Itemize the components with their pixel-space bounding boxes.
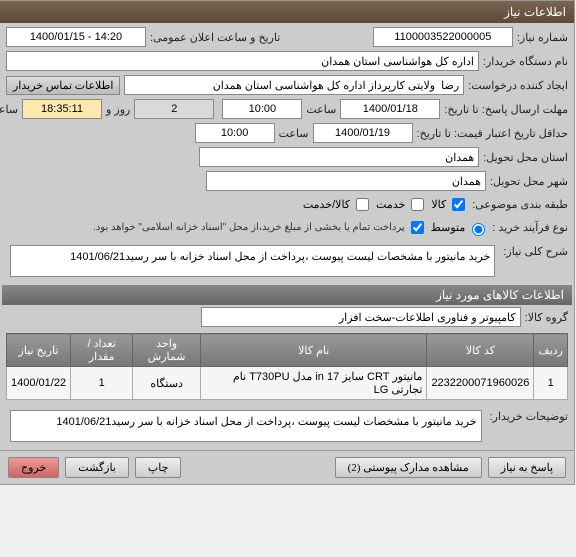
- service-chk-label: خدمت: [377, 198, 406, 211]
- label-budget: طبقه بندی موضوعی:: [473, 198, 569, 211]
- label-process: نوع فرآیند خرید :: [493, 221, 569, 234]
- th-unit: واحد شمارش: [134, 334, 202, 367]
- label-general-desc: شرح کلی نیاز:: [504, 241, 569, 258]
- label-announce: تاریخ و ساعت اعلان عمومی:: [151, 31, 281, 44]
- footer: پاسخ به نیاز مشاهده مدارک پیوستی (2) چاپ…: [1, 450, 575, 484]
- payment-checkbox[interactable]: [412, 221, 425, 234]
- gs-checkbox[interactable]: [357, 198, 370, 211]
- label-buyer-notes: توضیحات خریدار:: [491, 406, 569, 423]
- province-field: [200, 147, 480, 167]
- content: شماره نیاز: تاریخ و ساعت اعلان عمومی: نا…: [1, 23, 575, 450]
- countdown-field: [23, 99, 103, 119]
- process-radio-label: متوسط: [432, 221, 467, 234]
- goods-checkbox[interactable]: [453, 198, 466, 211]
- window-title: اطلاعات نیاز: [505, 5, 567, 19]
- label-time2: ساعت: [280, 127, 310, 140]
- buyer-org-field: [7, 51, 480, 71]
- need-no-field: [374, 27, 514, 47]
- service-checkbox[interactable]: [412, 198, 425, 211]
- th-row: ردیف: [535, 334, 569, 367]
- price-time-field: [196, 123, 276, 143]
- window: اطلاعات نیاز شماره نیاز: تاریخ و ساعت اع…: [0, 0, 576, 485]
- label-time1: ساعت: [307, 103, 337, 116]
- price-date-field: [314, 123, 414, 143]
- label-price-deadline: حداقل تاریخ اعتبار قیمت: تا تاریخ:: [418, 127, 569, 140]
- label-buyer-org: نام دستگاه خریدار:: [484, 55, 569, 68]
- general-desc-box: خرید مانیتور با مشخصات لیست پیوست ،پرداخ…: [11, 245, 496, 277]
- th-date: تاریخ نیاز: [8, 334, 72, 367]
- creator-field: [125, 75, 465, 95]
- cell-qty: 1: [72, 367, 134, 400]
- exit-button[interactable]: خروج: [9, 457, 60, 478]
- label-creator: ایجاد کننده درخواست:: [469, 79, 569, 92]
- th-code: کد کالا: [428, 334, 535, 367]
- reply-date-field: [341, 99, 441, 119]
- titlebar: اطلاعات نیاز: [1, 1, 575, 23]
- buyer-notes-box: خرید مانیتور با مشخصات لیست پیوست ،پرداخ…: [11, 410, 483, 442]
- goods-group-field: [202, 307, 522, 327]
- cell-code: 2232200071960026: [428, 367, 535, 400]
- payment-note: پرداخت تمام یا بخشی از مبلغ خرید،از محل …: [94, 222, 406, 233]
- cell-row: 1: [535, 367, 569, 400]
- cell-unit: دستگاه: [134, 367, 202, 400]
- attachments-button[interactable]: مشاهده مدارک پیوستی (2): [336, 457, 483, 478]
- label-remaining: ساعت باقی مانده: [0, 103, 19, 116]
- label-goods-group: گروه کالا:: [526, 311, 569, 324]
- cell-date: 1400/01/22: [8, 367, 72, 400]
- process-radio-medium[interactable]: [473, 223, 486, 236]
- label-days-and: روز و: [107, 103, 131, 116]
- label-need-no: شماره نیاز:: [518, 31, 569, 44]
- reply-time-field: [223, 99, 303, 119]
- th-name: نام کالا: [202, 334, 428, 367]
- days-field: [135, 99, 215, 119]
- table-row[interactable]: 1 2232200071960026 مانیتور CRT سایز 17 i…: [8, 367, 569, 400]
- items-table: ردیف کد کالا نام کالا واحد شمارش تعداد /…: [7, 333, 569, 400]
- cell-name: مانیتور CRT سایز 17 in مدل T730PU نام تج…: [202, 367, 428, 400]
- city-field: [207, 171, 487, 191]
- th-qty: تعداد / مقدار: [72, 334, 134, 367]
- gs-chk-label: کالا/خدمت: [304, 198, 351, 211]
- contact-button[interactable]: اطلاعات تماس خریدار: [7, 76, 121, 95]
- goods-chk-label: کالا: [432, 198, 447, 211]
- back-button[interactable]: بازگشت: [66, 457, 130, 478]
- print-button[interactable]: چاپ: [136, 457, 183, 478]
- label-reply-deadline: مهلت ارسال پاسخ: تا تاریخ:: [445, 103, 569, 116]
- items-section-header: اطلاعات کالاهای مورد نیاز: [3, 285, 573, 305]
- reply-button[interactable]: پاسخ به نیاز: [489, 457, 567, 478]
- label-province: استان محل تحویل:: [484, 151, 569, 164]
- label-city: شهر محل تحویل:: [491, 175, 569, 188]
- announce-field: [7, 27, 147, 47]
